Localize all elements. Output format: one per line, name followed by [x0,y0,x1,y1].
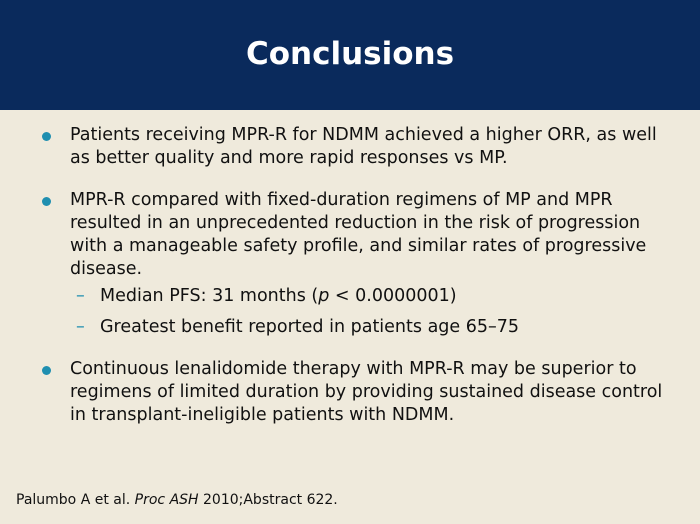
slide-title: Conclusions [245,36,455,72]
bullet-dot-icon [42,132,51,141]
sub-bullet-median-pfs: – Median PFS: 31 months (p < 0.0000001) [70,285,668,308]
sub-bullet-text: Greatest benefit reported in patients ag… [100,317,520,337]
bullet-text: Continuous lenalidomide therapy with MPR… [70,359,663,425]
bullet-item-3: Continuous lenalidomide therapy with MPR… [38,358,668,427]
sub-bullet-suffix: < 0.0000001) [329,286,457,306]
citation-author: Palumbo A et al. [16,492,135,508]
sub-bullet-prefix: Median PFS: 31 months ( [100,286,319,306]
dash-marker: – [76,317,85,337]
citation: Palumbo A et al. Proc ASH 2010;Abstract … [16,492,338,508]
bullet-list: Patients receiving MPR-R for NDMM achiev… [38,124,668,446]
bullet-text: MPR-R compared with fixed-duration regim… [70,190,647,279]
title-bar: Conclusions [0,0,700,110]
bullet-dot-icon [42,366,51,375]
bullet-item-1: Patients receiving MPR-R for NDMM achiev… [38,124,668,170]
bullet-item-2: MPR-R compared with fixed-duration regim… [38,189,668,339]
bullet-text: Patients receiving MPR-R for NDMM achiev… [70,125,657,168]
citation-details: 2010;Abstract 622. [198,492,338,508]
sub-bullet-greatest-benefit: – Greatest benefit reported in patients … [70,316,668,339]
dash-marker: – [76,286,85,306]
citation-journal: Proc ASH [134,492,199,508]
sub-bullet-italic: p [318,286,330,306]
bullet-dot-icon [42,197,51,206]
